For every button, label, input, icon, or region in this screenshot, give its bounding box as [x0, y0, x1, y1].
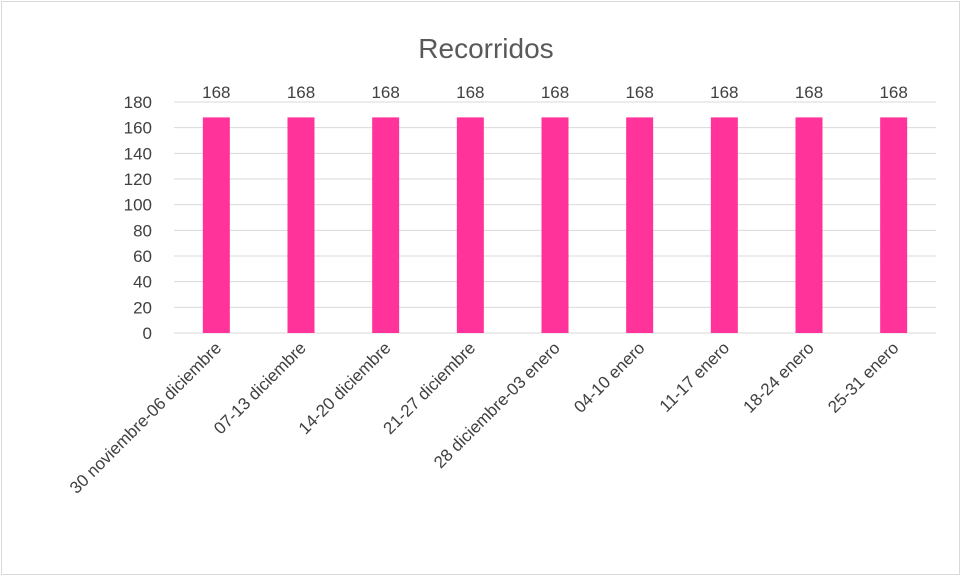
y-tick-label: 120 — [124, 170, 152, 189]
chart-title: Recorridos — [418, 33, 553, 64]
x-category-label: 11-17 enero — [656, 338, 733, 415]
y-tick-label: 160 — [124, 119, 152, 138]
data-label: 168 — [710, 83, 738, 102]
data-label: 168 — [202, 83, 230, 102]
data-label: 168 — [287, 83, 315, 102]
data-label: 168 — [541, 83, 569, 102]
bar — [541, 117, 569, 334]
data-labels: 168 168 168 168 168 168 168 168 168 — [202, 83, 908, 102]
data-label: 168 — [371, 83, 399, 102]
bar — [372, 117, 400, 334]
bar — [626, 117, 654, 334]
bar — [880, 117, 908, 334]
y-tick-label: 20 — [133, 298, 152, 317]
y-tick-label: 140 — [124, 144, 152, 163]
y-tick-label: 40 — [133, 273, 152, 292]
data-label: 168 — [879, 83, 907, 102]
x-category-label: 14-20 diciembre — [295, 338, 395, 438]
bar — [287, 117, 315, 334]
x-category-label: 21-27 diciembre — [380, 338, 480, 438]
bar — [710, 117, 738, 334]
y-tick-label: 180 — [124, 93, 152, 112]
bars — [202, 117, 908, 334]
y-tick-label: 60 — [133, 247, 152, 266]
bar — [202, 117, 230, 334]
x-category-label: 25-31 enero — [824, 338, 902, 416]
bar — [456, 117, 484, 334]
x-category-label: 18-24 enero — [740, 338, 818, 416]
x-category-label: 04-10 enero — [570, 338, 648, 416]
y-tick-label: 0 — [143, 324, 152, 343]
data-label: 168 — [795, 83, 823, 102]
data-label: 168 — [456, 83, 484, 102]
bar — [795, 117, 823, 334]
x-category-label: 07-13 diciembre — [210, 338, 310, 438]
y-axis-ticks: 0 20 40 60 80 100 120 140 160 180 — [124, 93, 152, 343]
y-tick-label: 80 — [133, 221, 152, 240]
y-tick-label: 100 — [124, 196, 152, 215]
x-category-label: 30 noviembre-06 diciembre — [66, 338, 225, 497]
data-label: 168 — [625, 83, 653, 102]
